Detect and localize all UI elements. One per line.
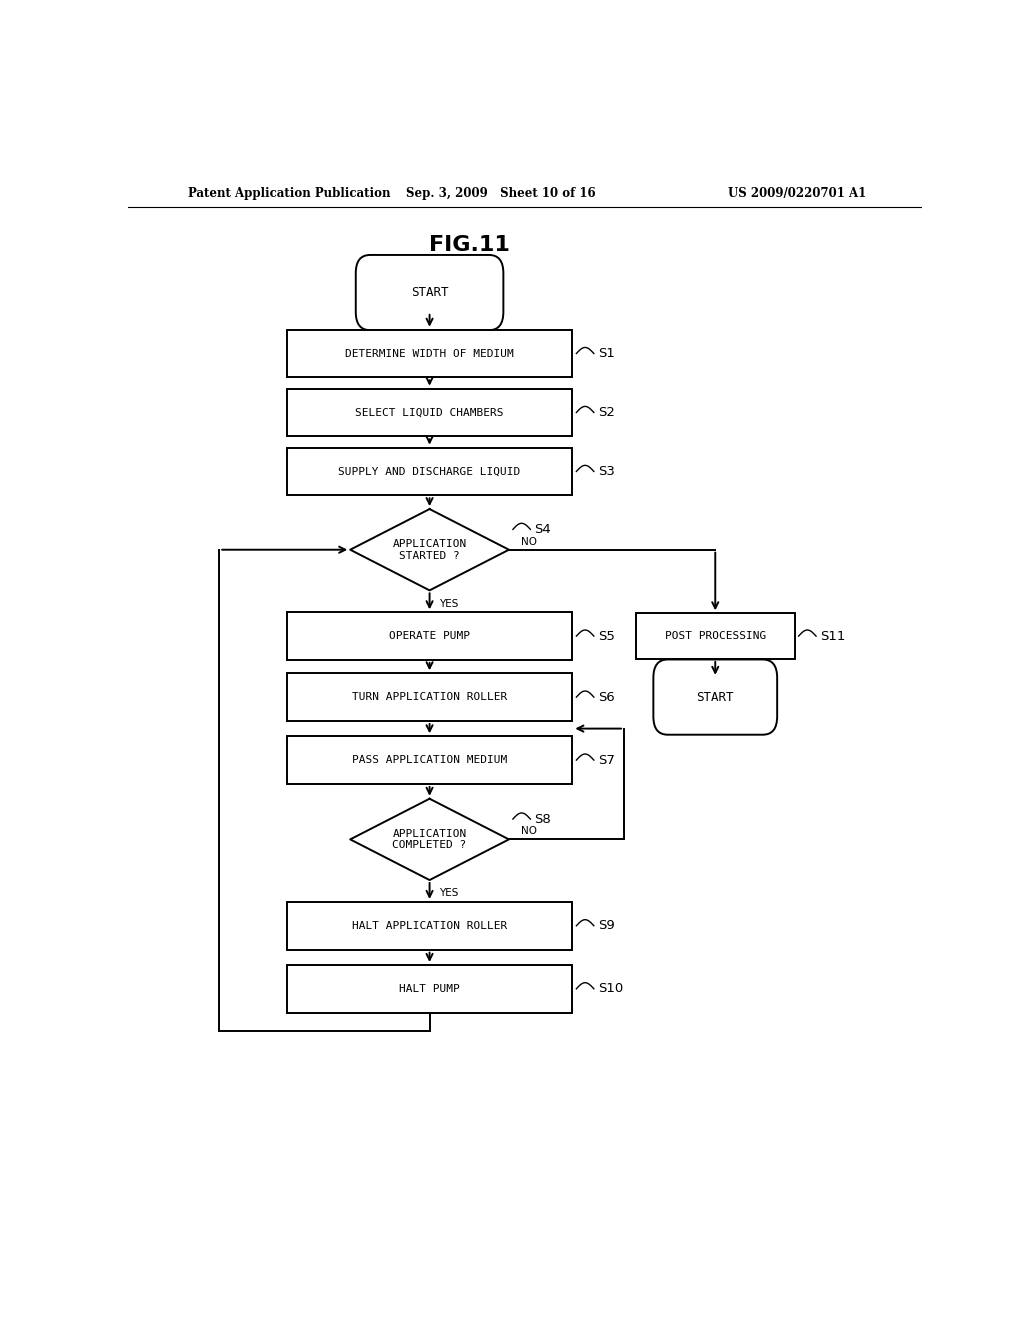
FancyBboxPatch shape — [287, 612, 572, 660]
Text: FIG.11: FIG.11 — [429, 235, 510, 255]
FancyBboxPatch shape — [287, 902, 572, 949]
Text: S9: S9 — [598, 919, 614, 932]
Text: NO: NO — [521, 826, 537, 837]
FancyBboxPatch shape — [287, 673, 572, 721]
Text: TURN APPLICATION ROLLER: TURN APPLICATION ROLLER — [352, 692, 507, 702]
FancyBboxPatch shape — [287, 737, 572, 784]
Text: APPLICATION
COMPLETED ?: APPLICATION COMPLETED ? — [392, 829, 467, 850]
Text: HALT PUMP: HALT PUMP — [399, 983, 460, 994]
Text: PASS APPLICATION MEDIUM: PASS APPLICATION MEDIUM — [352, 755, 507, 766]
FancyBboxPatch shape — [653, 660, 777, 735]
Text: US 2009/0220701 A1: US 2009/0220701 A1 — [728, 187, 866, 201]
Polygon shape — [350, 799, 509, 880]
FancyBboxPatch shape — [355, 255, 504, 330]
Polygon shape — [350, 510, 509, 590]
Text: NO: NO — [521, 537, 537, 546]
Text: S8: S8 — [535, 813, 551, 825]
Text: START: START — [696, 690, 734, 704]
Text: START: START — [411, 286, 449, 300]
Text: S6: S6 — [598, 690, 614, 704]
Text: YES: YES — [439, 598, 459, 609]
Text: S7: S7 — [598, 754, 614, 767]
Text: DETERMINE WIDTH OF MEDIUM: DETERMINE WIDTH OF MEDIUM — [345, 348, 514, 359]
Text: HALT APPLICATION ROLLER: HALT APPLICATION ROLLER — [352, 921, 507, 931]
Text: YES: YES — [439, 888, 459, 898]
Text: S2: S2 — [598, 407, 614, 418]
Text: S11: S11 — [820, 630, 846, 643]
FancyBboxPatch shape — [287, 330, 572, 378]
Text: S5: S5 — [598, 630, 614, 643]
Text: OPERATE PUMP: OPERATE PUMP — [389, 631, 470, 642]
Text: POST PROCESSING: POST PROCESSING — [665, 631, 766, 642]
Text: SELECT LIQUID CHAMBERS: SELECT LIQUID CHAMBERS — [355, 408, 504, 417]
Text: S3: S3 — [598, 465, 614, 478]
Text: Sep. 3, 2009   Sheet 10 of 16: Sep. 3, 2009 Sheet 10 of 16 — [407, 187, 596, 201]
Text: Patent Application Publication: Patent Application Publication — [187, 187, 390, 201]
FancyBboxPatch shape — [287, 965, 572, 1012]
Text: APPLICATION
STARTED ?: APPLICATION STARTED ? — [392, 539, 467, 561]
Text: S1: S1 — [598, 347, 614, 360]
Text: S10: S10 — [598, 982, 623, 995]
Text: S4: S4 — [535, 523, 551, 536]
FancyBboxPatch shape — [287, 388, 572, 437]
FancyBboxPatch shape — [636, 614, 795, 659]
Text: SUPPLY AND DISCHARGE LIQUID: SUPPLY AND DISCHARGE LIQUID — [339, 466, 520, 477]
FancyBboxPatch shape — [287, 447, 572, 495]
